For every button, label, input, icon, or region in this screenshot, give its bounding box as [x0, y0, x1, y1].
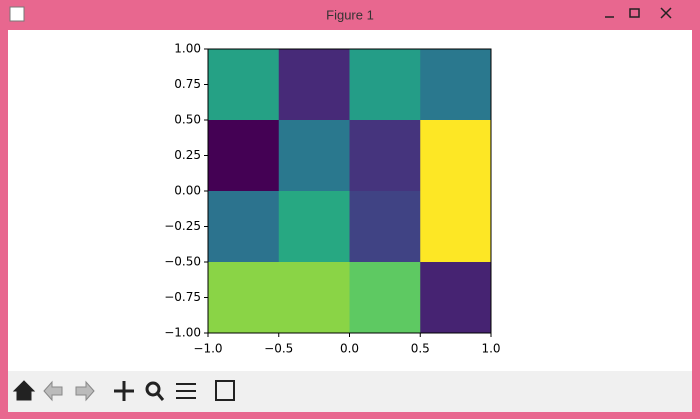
- back-button[interactable]: [43, 380, 63, 402]
- home-button[interactable]: [12, 380, 36, 401]
- x-tick-label: −1.0: [193, 342, 222, 356]
- configure-button[interactable]: [176, 383, 196, 399]
- toolbar: [8, 371, 692, 412]
- y-tick-label: 0.00: [174, 184, 201, 198]
- x-tick-label: 0.0: [340, 342, 359, 356]
- y-tick-label: −0.25: [164, 219, 201, 233]
- pan-button[interactable]: [114, 381, 134, 401]
- y-tick-label: 0.25: [174, 148, 201, 162]
- heatmap-cell: [349, 191, 421, 263]
- forward-button[interactable]: [75, 380, 95, 402]
- close-button[interactable]: [660, 7, 672, 19]
- heatmap-cell: [208, 49, 280, 121]
- heatmap-cell: [420, 262, 492, 334]
- y-tick-label: −1.00: [164, 326, 201, 340]
- y-tick-label: −0.75: [164, 290, 201, 304]
- heatmap-cell: [420, 120, 492, 192]
- heatmap-cell: [349, 49, 421, 121]
- heatmap-cell: [208, 191, 280, 263]
- y-tick-label: 1.00: [174, 42, 201, 56]
- zoom-button[interactable]: [145, 381, 161, 397]
- heatmap-cell: [208, 262, 280, 334]
- heatmap-cell: [278, 120, 350, 192]
- heatmap-cell: [278, 262, 350, 334]
- save-button[interactable]: [215, 380, 235, 401]
- heatmap-cell: [349, 120, 421, 192]
- heatmap-cell: [278, 49, 350, 121]
- heatmap-cell: [278, 191, 350, 263]
- y-tick-label: 0.50: [174, 113, 201, 127]
- heatmap-cell: [420, 191, 492, 263]
- toolbar-buttons: [12, 380, 235, 402]
- x-tick-label: 1.0: [481, 342, 500, 356]
- heatmap-cell: [349, 262, 421, 334]
- heatmap-cell: [208, 120, 280, 192]
- y-tick-label: −0.50: [164, 255, 201, 269]
- window-title: Figure 1: [326, 7, 374, 22]
- heatmap-cell: [420, 49, 492, 121]
- maximize-button[interactable]: [629, 8, 640, 18]
- app-icon: [9, 6, 25, 22]
- zoom-handle: [156, 393, 165, 401]
- x-tick-label: −0.5: [264, 342, 293, 356]
- y-tick-label: 0.75: [174, 77, 201, 91]
- x-tick-label: 0.5: [411, 342, 430, 356]
